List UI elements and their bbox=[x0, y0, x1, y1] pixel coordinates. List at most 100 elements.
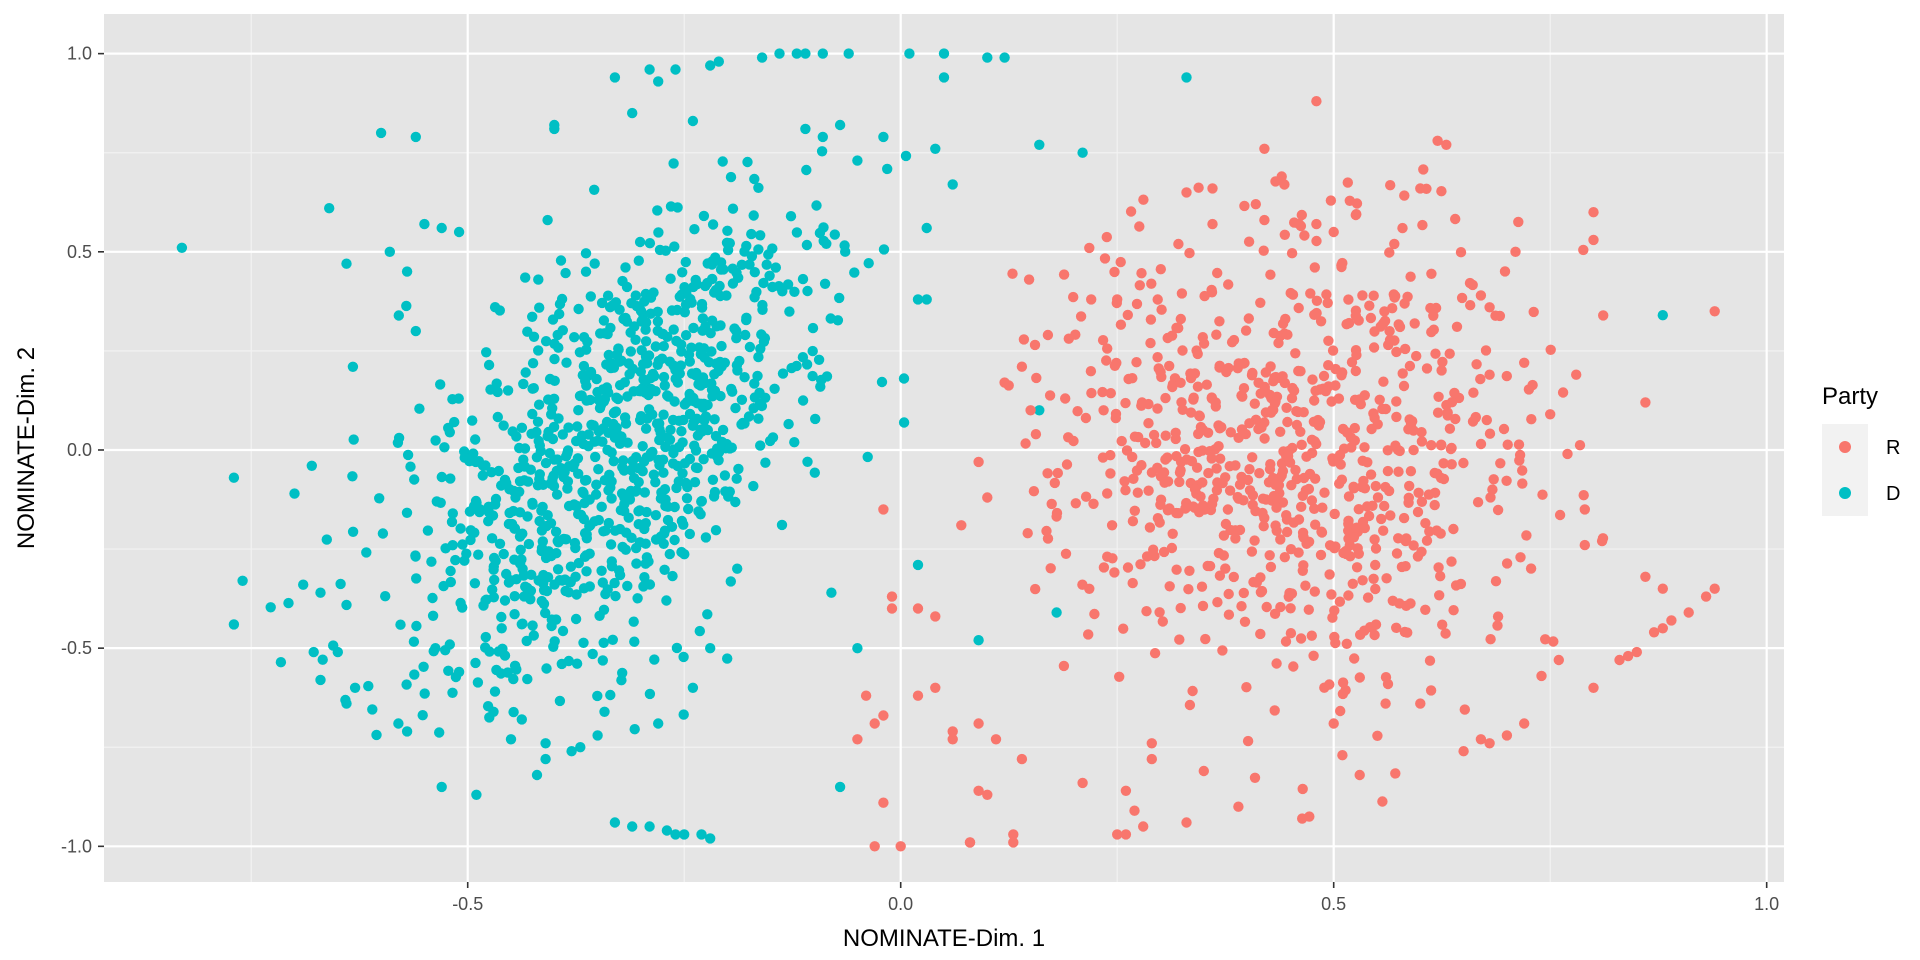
point-d bbox=[669, 241, 680, 252]
point-r bbox=[1517, 465, 1528, 476]
point-r bbox=[1432, 468, 1443, 479]
point-r bbox=[912, 603, 924, 614]
point-r bbox=[1430, 348, 1441, 359]
point-d bbox=[572, 421, 583, 432]
point-r bbox=[895, 841, 906, 852]
point-d bbox=[428, 646, 439, 657]
point-d bbox=[532, 416, 544, 427]
point-r bbox=[1648, 627, 1660, 638]
point-r bbox=[1258, 521, 1269, 532]
point-r bbox=[1256, 422, 1267, 433]
point-d bbox=[515, 544, 526, 555]
point-d bbox=[473, 549, 484, 560]
point-d bbox=[742, 156, 753, 168]
point-d bbox=[508, 706, 519, 718]
point-d bbox=[341, 599, 352, 611]
point-d bbox=[593, 464, 604, 475]
point-r bbox=[1429, 499, 1440, 511]
point-r bbox=[1402, 627, 1413, 638]
point-d bbox=[819, 278, 831, 289]
point-r bbox=[1196, 581, 1208, 592]
point-r bbox=[1105, 450, 1116, 461]
point-r bbox=[1140, 437, 1151, 449]
point-d bbox=[695, 398, 707, 409]
point-r bbox=[869, 718, 880, 729]
point-r bbox=[1185, 407, 1197, 418]
point-r bbox=[1151, 437, 1162, 449]
point-r bbox=[1526, 414, 1537, 425]
point-r bbox=[1167, 528, 1178, 539]
point-r bbox=[1173, 322, 1184, 334]
point-r bbox=[973, 456, 984, 468]
point-d bbox=[431, 496, 442, 507]
point-r bbox=[1351, 522, 1362, 533]
point-d bbox=[514, 442, 525, 454]
point-d bbox=[444, 639, 455, 650]
point-r bbox=[1244, 464, 1255, 475]
point-r bbox=[1218, 530, 1230, 541]
point-r bbox=[1455, 578, 1467, 590]
point-d bbox=[349, 682, 361, 693]
point-d bbox=[656, 487, 667, 498]
point-d bbox=[561, 357, 572, 368]
point-r bbox=[1261, 601, 1272, 613]
point-d bbox=[596, 297, 608, 309]
point-d bbox=[1051, 607, 1062, 618]
point-r bbox=[1471, 359, 1482, 370]
point-d bbox=[445, 565, 456, 577]
point-r bbox=[1349, 422, 1361, 434]
point-r bbox=[1409, 318, 1420, 329]
point-d bbox=[490, 499, 501, 510]
point-d bbox=[540, 607, 551, 619]
point-r bbox=[1325, 195, 1337, 206]
point-r bbox=[1041, 525, 1052, 537]
point-d bbox=[782, 279, 794, 290]
point-d bbox=[315, 587, 326, 598]
point-d bbox=[748, 403, 759, 414]
point-d bbox=[617, 275, 628, 287]
point-d bbox=[774, 48, 785, 59]
point-d bbox=[492, 411, 503, 423]
point-d bbox=[547, 476, 558, 487]
point-r bbox=[1553, 654, 1565, 666]
point-r bbox=[1343, 317, 1355, 329]
point-d bbox=[764, 270, 775, 281]
point-r bbox=[1259, 214, 1270, 226]
y-tick-label: -0.5 bbox=[61, 638, 92, 658]
point-d bbox=[622, 580, 633, 592]
point-d bbox=[753, 244, 764, 255]
point-r bbox=[1250, 199, 1262, 210]
point-r bbox=[1408, 444, 1419, 456]
point-r bbox=[1322, 297, 1333, 309]
point-r bbox=[1425, 685, 1437, 696]
point-r bbox=[1311, 295, 1323, 306]
point-d bbox=[791, 227, 803, 238]
point-r bbox=[1448, 605, 1459, 616]
point-r bbox=[1309, 436, 1321, 447]
point-d bbox=[408, 636, 420, 647]
point-r bbox=[1412, 506, 1424, 518]
point-r bbox=[1206, 393, 1218, 404]
point-r bbox=[1220, 518, 1232, 530]
point-r bbox=[1143, 418, 1154, 429]
x-tick-label: 1.0 bbox=[1754, 894, 1779, 914]
point-d bbox=[554, 298, 566, 310]
point-r bbox=[1080, 412, 1092, 424]
point-d bbox=[306, 460, 317, 471]
point-d bbox=[470, 657, 481, 669]
point-r bbox=[1329, 605, 1340, 616]
point-d bbox=[511, 574, 522, 585]
point-r bbox=[1501, 730, 1513, 741]
legend-label-r: R bbox=[1886, 437, 1900, 459]
point-d bbox=[523, 538, 535, 550]
point-d bbox=[904, 48, 915, 59]
point-r bbox=[1400, 343, 1411, 355]
point-r bbox=[1349, 653, 1360, 664]
point-d bbox=[505, 734, 517, 745]
point-d bbox=[411, 573, 422, 584]
point-d bbox=[489, 574, 500, 586]
point-d bbox=[401, 679, 412, 690]
point-r bbox=[1492, 611, 1504, 622]
point-d bbox=[511, 664, 522, 675]
point-r bbox=[1299, 230, 1310, 241]
